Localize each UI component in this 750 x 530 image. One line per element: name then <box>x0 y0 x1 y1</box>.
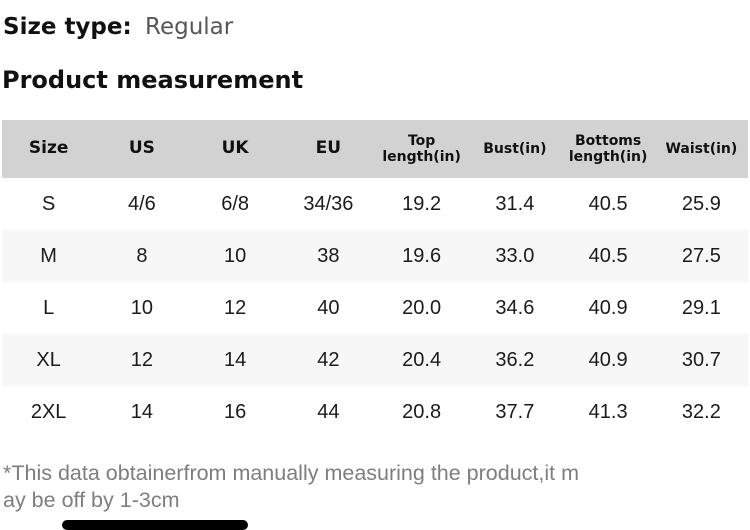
cell-us: 10 <box>130 297 153 319</box>
size-type-value: Regular <box>145 14 234 40</box>
cell-size: M <box>40 245 57 267</box>
cell-top-length: 20.8 <box>402 401 442 423</box>
table-row-s: S 4/6 6/8 34/36 19.2 31.4 40.5 25.9 <box>2 178 748 230</box>
cell-uk: 16 <box>224 401 247 423</box>
table-header-row: Size US UK EU Top length(in) Bust(in) Bo… <box>2 120 748 178</box>
cell-top-length: 19.6 <box>402 245 442 267</box>
cell-waist: 30.7 <box>681 349 721 371</box>
cell-size: L <box>43 297 55 319</box>
cell-uk: 14 <box>224 349 247 371</box>
table-row-xl: XL 12 14 42 20.4 36.2 40.9 30.7 <box>2 334 748 386</box>
cell-bottoms-length: 40.5 <box>588 193 628 215</box>
cell-bottoms-length: 40.9 <box>588 297 628 319</box>
cell-eu: 38 <box>317 245 340 267</box>
cell-us: 4/6 <box>127 193 156 215</box>
header-cell-eu: EU <box>315 138 342 159</box>
cell-waist: 27.5 <box>681 245 721 267</box>
cell-eu: 40 <box>317 297 340 319</box>
header-cell-uk: UK <box>221 138 249 159</box>
cell-us: 12 <box>130 349 153 371</box>
cell-top-length: 19.2 <box>402 193 442 215</box>
cell-bust: 31.4 <box>495 193 535 215</box>
cell-bust: 37.7 <box>495 401 535 423</box>
home-indicator-bar <box>62 520 248 530</box>
product-measurement-title: Product measurement <box>2 66 304 94</box>
header-cell-us: US <box>128 138 155 159</box>
measurement-disclaimer: *This data obtainerfrom manually measuri… <box>3 461 579 512</box>
cell-uk: 10 <box>224 245 247 267</box>
cell-bust: 36.2 <box>495 349 535 371</box>
cell-waist: 25.9 <box>681 193 721 215</box>
cell-size: S <box>41 193 56 215</box>
cell-top-length: 20.0 <box>402 297 442 319</box>
cell-waist: 32.2 <box>681 401 721 423</box>
header-cell-size: Size <box>28 138 69 159</box>
cell-eu: 34/36 <box>303 193 354 215</box>
cell-bottoms-length: 40.5 <box>588 245 628 267</box>
cell-us: 8 <box>136 245 148 267</box>
size-measurement-table: Size US UK EU Top length(in) Bust(in) Bo… <box>2 120 748 438</box>
header-cell-top-length: Top length(in) <box>382 132 461 165</box>
table-row-m: M 8 10 38 19.6 33.0 40.5 27.5 <box>2 230 748 282</box>
cell-bust: 33.0 <box>495 245 535 267</box>
cell-bottoms-length: 40.9 <box>588 349 628 371</box>
table-row-2xl: 2XL 14 16 44 20.8 37.7 41.3 32.2 <box>2 386 748 438</box>
cell-size: 2XL <box>30 401 67 423</box>
size-type-label: Size type: <box>3 14 132 40</box>
cell-top-length: 20.4 <box>402 349 442 371</box>
table-row-l: L 10 12 40 20.0 34.6 40.9 29.1 <box>2 282 748 334</box>
header-cell-waist: Waist(in) <box>665 140 738 157</box>
header-cell-bust: Bust(in) <box>483 140 547 157</box>
cell-us: 14 <box>130 401 153 423</box>
cell-uk: 6/8 <box>221 193 250 215</box>
cell-eu: 42 <box>317 349 340 371</box>
header-cell-bottoms-length: Bottoms length(in) <box>568 132 648 165</box>
size-type-line: Size type: Regular <box>3 12 233 42</box>
cell-waist: 29.1 <box>681 297 721 319</box>
cell-uk: 12 <box>224 297 247 319</box>
cell-size: XL <box>36 349 61 371</box>
cell-bottoms-length: 41.3 <box>588 401 628 423</box>
cell-eu: 44 <box>317 401 340 423</box>
cell-bust: 34.6 <box>495 297 535 319</box>
